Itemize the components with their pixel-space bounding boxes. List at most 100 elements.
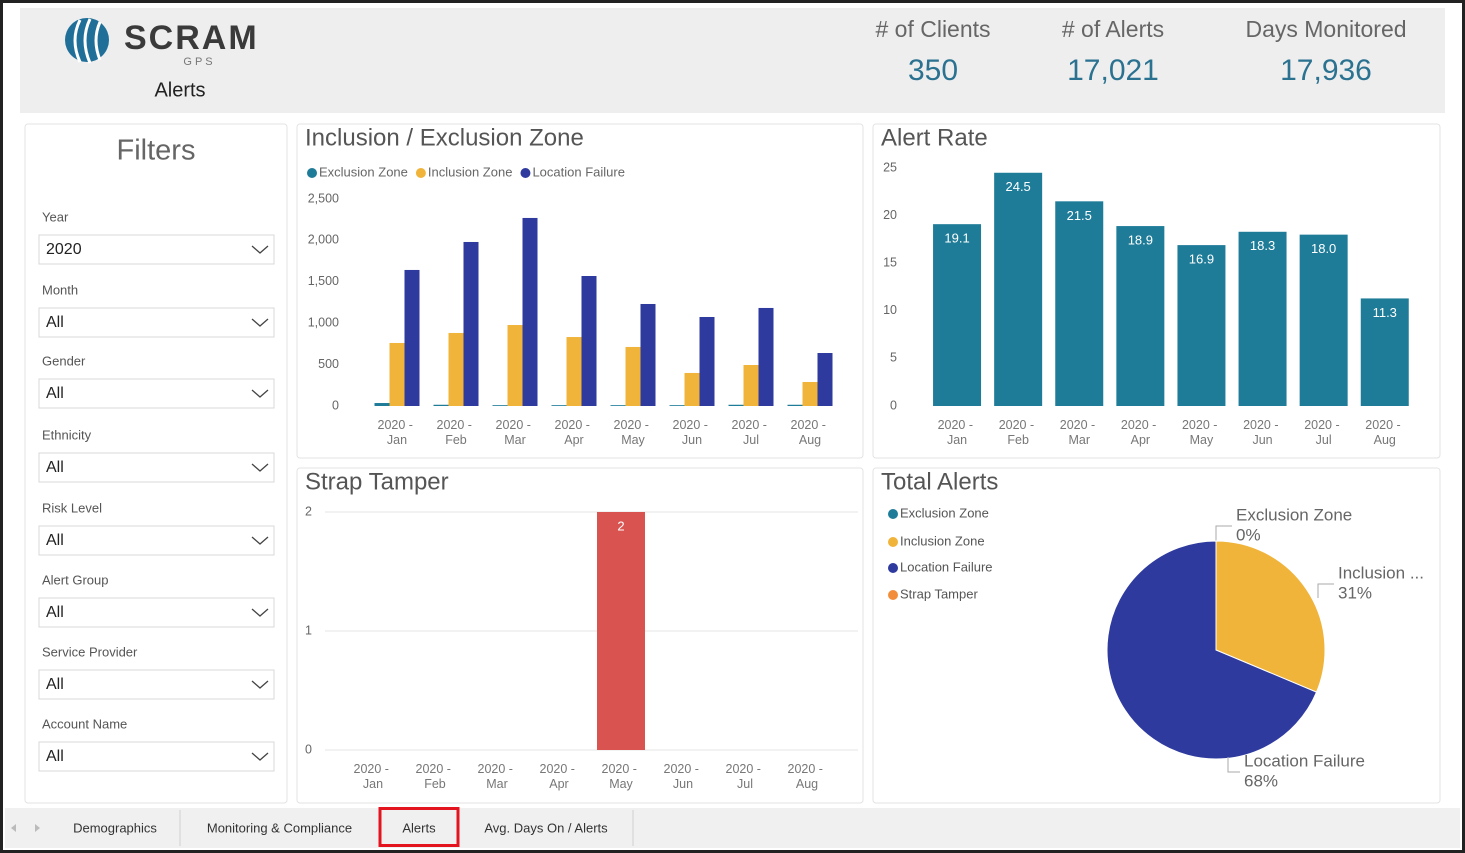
filter-value: All	[46, 532, 64, 549]
x-tick-label-line: Jul	[743, 433, 759, 447]
x-tick-label: 2020 - Apr	[1121, 418, 1160, 447]
tab-scroll-right[interactable]	[35, 824, 40, 832]
data-label: 11.3	[1373, 305, 1397, 320]
x-tick-label: 2020 - Apr	[555, 418, 594, 447]
x-tick-label-line: 2020 -	[999, 418, 1038, 432]
chart-title: Inclusion / Exclusion Zone	[305, 124, 584, 151]
x-tick-label: 2020 - Jun	[1243, 418, 1282, 447]
y-tick-label: 500	[318, 357, 339, 371]
x-tick-label: 2020 - Aug	[791, 418, 830, 447]
x-tick-label-line: 2020 -	[791, 418, 830, 432]
x-tick-label-line: Jun	[1252, 433, 1272, 447]
filter-dropdown[interactable]	[38, 741, 275, 772]
filter-label: Year	[42, 209, 69, 224]
dropdown-chevron	[251, 245, 269, 254]
dropdown-chevron	[251, 463, 269, 472]
chart-title: Alert Rate	[881, 124, 988, 151]
x-tick-label-line: 2020 -	[673, 418, 712, 432]
x-tick-label: 2020 - Mar	[478, 762, 517, 791]
data-label: 21.5	[1067, 208, 1092, 223]
legend-marker	[888, 590, 898, 600]
data-label: 2	[617, 518, 624, 533]
slice-label: Inclusion ...	[1338, 563, 1424, 582]
bar	[551, 405, 567, 406]
active-tab-highlight	[378, 807, 460, 847]
filter-value: All	[46, 459, 64, 476]
x-tick-label-line: 2020 -	[354, 762, 393, 776]
bar	[374, 403, 390, 406]
bar	[802, 381, 818, 406]
x-tick-label-line: 2020 -	[437, 418, 476, 432]
legend-label: Inclusion Zone	[428, 164, 513, 179]
x-tick-label-line: 2020 -	[555, 418, 594, 432]
logo-subtext: G P S	[183, 56, 212, 68]
filter-dropdown[interactable]	[38, 597, 275, 628]
bar	[699, 316, 715, 406]
filter-dropdown[interactable]	[38, 378, 275, 409]
bar	[1299, 234, 1348, 406]
dropdown-chevron	[251, 318, 269, 327]
filter-label: Gender	[42, 353, 86, 368]
x-tick-label-line: 2020 -	[1182, 418, 1221, 432]
filters-title: Filters	[117, 135, 196, 167]
tab[interactable]: Alerts	[402, 820, 436, 835]
tab-bar	[5, 808, 1460, 848]
leader-line	[1215, 525, 1232, 541]
slice-value-label: 0%	[1236, 525, 1261, 544]
filter-dropdown[interactable]	[38, 307, 275, 338]
x-tick-label: 2020 - Jun	[673, 418, 712, 447]
bar	[522, 217, 538, 406]
y-tick-label: 1	[305, 623, 312, 637]
legend-label: Exclusion Zone	[319, 164, 408, 179]
legend-label: Strap Tamper	[900, 586, 978, 601]
x-tick-label: 2020 - Feb	[999, 418, 1038, 447]
x-tick-label: 2020 - Jul	[1304, 418, 1343, 447]
logo-text: SCRAM	[124, 19, 259, 57]
filter-label: Ethnicity	[42, 427, 92, 442]
kpi-value: 350	[908, 54, 958, 87]
tab-scroll-left[interactable]	[11, 824, 16, 832]
x-tick-label-line: 2020 -	[478, 762, 517, 776]
x-tick-label-line: Apr	[549, 777, 568, 791]
filter-dropdown[interactable]	[38, 234, 275, 265]
slice-label: Location Failure	[1244, 751, 1365, 770]
filter-value: All	[46, 676, 64, 693]
legend-label: Exclusion Zone	[900, 505, 989, 520]
filter-dropdown[interactable]	[38, 669, 275, 700]
x-tick-label-line: 2020 -	[602, 762, 641, 776]
y-tick-label: 2,000	[308, 233, 339, 247]
leader-line	[1227, 757, 1240, 773]
bar	[669, 405, 685, 406]
dropdown-chevron	[251, 389, 269, 398]
pie-slice	[1106, 540, 1318, 760]
bar	[448, 332, 464, 406]
bar	[1177, 245, 1226, 406]
filter-label: Account Name	[42, 716, 127, 731]
filter-dropdown[interactable]	[38, 525, 275, 556]
filter-label: Month	[42, 282, 78, 297]
bar	[625, 346, 641, 406]
x-tick-label: 2020 - Aug	[788, 762, 827, 791]
tab[interactable]: Demographics	[73, 820, 157, 835]
x-tick-label-line: 2020 -	[1060, 418, 1099, 432]
x-tick-label-line: May	[1190, 433, 1214, 447]
dropdown-chevron	[251, 680, 269, 689]
kpi-label: Days Monitored	[1245, 16, 1406, 42]
dropdown-chevron	[251, 608, 269, 617]
filter-label: Alert Group	[42, 572, 108, 587]
x-tick-label: 2020 - May	[602, 762, 641, 791]
tab[interactable]: Monitoring & Compliance	[207, 820, 352, 835]
bar	[1116, 226, 1165, 406]
legend-label: Location Failure	[532, 164, 625, 179]
chart-panel	[296, 467, 864, 804]
y-tick-label: 10	[883, 303, 897, 317]
x-tick-label-line: Aug	[1374, 433, 1396, 447]
filter-dropdown[interactable]	[38, 452, 275, 483]
kpi-value: 17,021	[1067, 54, 1159, 87]
tab[interactable]: Avg. Days On / Alerts	[484, 820, 608, 835]
x-tick-label-line: 2020 -	[416, 762, 455, 776]
filter-label: Risk Level	[42, 500, 102, 515]
bar	[787, 404, 803, 406]
legend-marker	[888, 509, 898, 519]
